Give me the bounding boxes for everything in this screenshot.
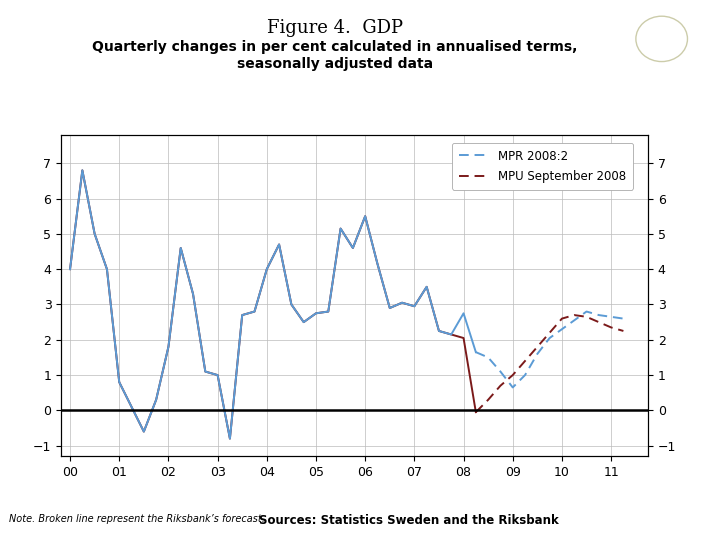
- Legend: MPR 2008:2, MPU September 2008: MPR 2008:2, MPU September 2008: [452, 143, 634, 190]
- Text: Figure 4.  GDP: Figure 4. GDP: [267, 19, 402, 37]
- Text: SVERIGES: SVERIGES: [644, 67, 679, 72]
- Text: Sources: Statistics Sweden and the Riksbank: Sources: Statistics Sweden and the Riksb…: [259, 514, 559, 527]
- Text: RIKSBANK: RIKSBANK: [643, 78, 680, 84]
- Text: Note. Broken line represent the Riksbank’s forecast.: Note. Broken line represent the Riksbank…: [9, 514, 264, 524]
- Text: Quarterly changes in per cent calculated in annualised terms,
seasonally adjuste: Quarterly changes in per cent calculated…: [92, 40, 577, 71]
